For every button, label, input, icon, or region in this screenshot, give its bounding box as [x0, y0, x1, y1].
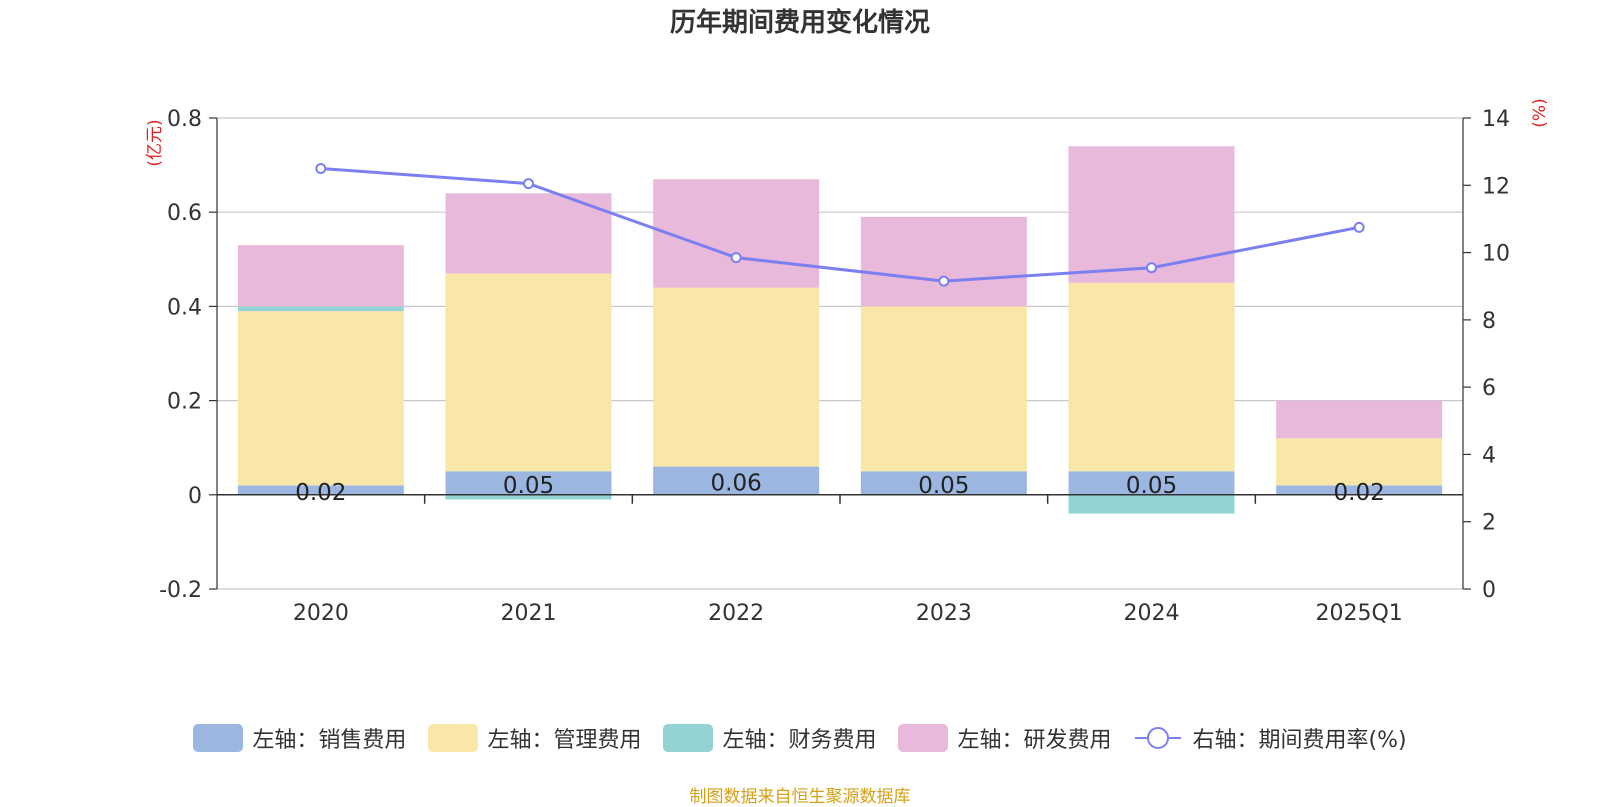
legend: 左轴：销售费用 左轴：管理费用 左轴：财务费用 左轴：研发费用 右轴：期间费用率…: [0, 722, 1600, 754]
right-tick-label-6: 12: [1482, 174, 1510, 199]
point-rate-2023: [938, 275, 950, 287]
data-label-sales-2024: 0.05: [1126, 473, 1177, 499]
bar-sales-2024: [1068, 471, 1235, 495]
bar-sales-2023: [860, 471, 1027, 495]
chart-area: -0.2 0 0.2 0.4 0.6 0.8 0 2 4 6 8 10 12 14 (亿元) (%) 0.02 0…: [145, 98, 1550, 626]
left-tick-label-4: 0.6: [167, 201, 202, 226]
legend-label-rate: 右轴：期间费用率(%): [1192, 728, 1407, 753]
bar-admin-2021: [445, 273, 612, 472]
right-tick-label-2: 4: [1482, 443, 1496, 468]
x-label-2021: 2021: [501, 601, 557, 626]
bar-admin-2020: [237, 311, 404, 486]
bar-sales-2025Q1: [1276, 485, 1443, 495]
bar-sales-2020: [237, 485, 404, 495]
data-label-sales-2022: 0.06: [711, 471, 762, 497]
bar-sales-2022: [653, 466, 820, 495]
source-note: 制图数据来自恒生聚源数据库: [689, 787, 911, 807]
right-tick-label-7: 14: [1482, 107, 1510, 132]
data-label-sales-2025Q1: 0.02: [1334, 480, 1385, 506]
legend-swatch-rnd: [898, 724, 949, 752]
point-rate-2020: [315, 162, 327, 174]
right-tick-label-5: 10: [1482, 242, 1510, 267]
bar-admin-2025Q1: [1276, 438, 1443, 486]
right-tick-label-1: 2: [1482, 511, 1496, 536]
right-axis-unit-label: (%): [1530, 98, 1550, 127]
x-label-2020: 2020: [293, 601, 349, 626]
legend-label-finance: 左轴：财务费用: [722, 728, 877, 753]
bar-rnd-2020: [237, 245, 404, 307]
point-rate-2024: [1146, 262, 1157, 274]
bar-rnd-2022: [653, 179, 820, 288]
bar-rnd-2025Q1: [1276, 400, 1443, 439]
bar-rnd-2023: [860, 216, 1027, 307]
legend-label-sales: 左轴：销售费用: [252, 728, 407, 753]
data-label-sales-2021: 0.05: [503, 473, 554, 499]
legend-swatch-sales: [193, 724, 244, 752]
x-label-2024: 2024: [1124, 601, 1180, 626]
line-rate: [320, 166, 1360, 283]
bar-rnd-2021: [445, 193, 612, 274]
bar-finance-2021: [445, 494, 612, 500]
left-tick-label-0: -0.2: [159, 578, 202, 603]
point-rate-2022: [730, 252, 742, 264]
bar-rnd-2024: [1068, 146, 1235, 283]
x-label-2023: 2023: [916, 601, 972, 626]
left-tick-label-1: 0: [188, 484, 202, 509]
bar-admin-2023: [860, 306, 1027, 472]
legend-swatch-finance: [663, 724, 714, 752]
x-label-2022: 2022: [708, 601, 764, 626]
bar-sales-2021: [445, 471, 612, 495]
left-tick-label-3: 0.4: [167, 295, 202, 320]
chart-title: 历年期间费用变化情况: [669, 8, 930, 38]
point-rate-2021: [523, 178, 534, 190]
x-label-2025Q1: 2025Q1: [1316, 601, 1403, 626]
bar-admin-2024: [1068, 282, 1235, 472]
right-tick-label-3: 6: [1482, 376, 1496, 401]
legend-item-rnd[interactable]: 左轴：研发费用: [898, 722, 1111, 754]
legend-item-finance[interactable]: 左轴：财务费用: [663, 722, 876, 754]
point-rate-2025Q1: [1353, 221, 1365, 233]
data-label-sales-2020: 0.02: [295, 480, 346, 506]
legend-swatch-admin: [428, 724, 479, 752]
legend-line-rate-icon: [1135, 727, 1182, 749]
right-tick-label-0: 0: [1482, 578, 1496, 603]
bar-finance-2024: [1068, 494, 1235, 514]
legend-label-admin: 左轴：管理费用: [487, 728, 642, 753]
legend-item-rate[interactable]: 右轴：期间费用率(%): [1133, 722, 1407, 754]
bar-finance-2020: [237, 306, 404, 312]
right-tick-label-4: 8: [1482, 309, 1496, 334]
data-label-sales-2023: 0.05: [918, 473, 969, 499]
bar-admin-2022: [653, 287, 820, 467]
left-tick-label-2: 0.2: [167, 390, 202, 415]
legend-item-sales[interactable]: 左轴：销售费用: [193, 722, 406, 754]
left-axis-unit-label: (亿元): [145, 119, 165, 166]
left-tick-label-5: 0.8: [167, 107, 202, 132]
legend-item-admin[interactable]: 左轴：管理费用: [428, 722, 641, 754]
legend-label-rnd: 左轴：研发费用: [957, 728, 1112, 753]
